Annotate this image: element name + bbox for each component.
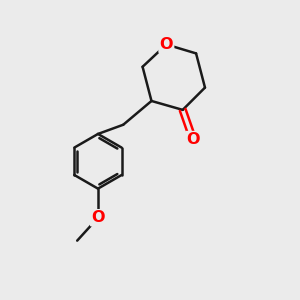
Text: O: O <box>91 210 105 225</box>
Text: O: O <box>160 37 173 52</box>
Text: O: O <box>186 132 200 147</box>
